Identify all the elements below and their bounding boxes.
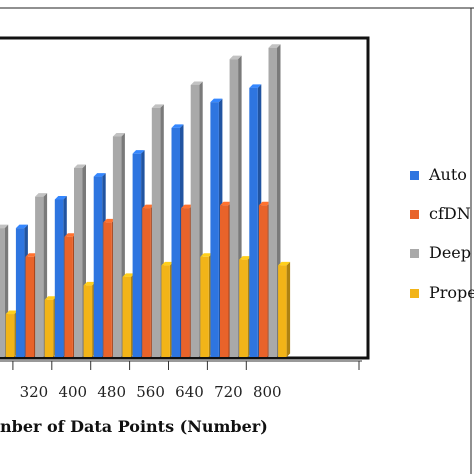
- bar-auto-top: [249, 84, 262, 88]
- bar-deep-top: [35, 193, 48, 197]
- bar-prope-top: [278, 261, 291, 266]
- x-tick-label: 480: [97, 383, 126, 401]
- legend-label-auto: Auto: [428, 165, 467, 184]
- bar-auto-560: [132, 153, 142, 357]
- bar-auto-720: [210, 102, 219, 358]
- bar-auto-640: [171, 127, 180, 357]
- bar-deep-320: [35, 196, 44, 357]
- bar-deep-top: [74, 164, 86, 168]
- bar-deep-640: [190, 84, 200, 358]
- bar-prope-800: [278, 265, 287, 357]
- bar-deep-top: [229, 55, 242, 60]
- bar-cfdn-top: [181, 204, 194, 209]
- legend-label-deep: Deep: [429, 243, 471, 262]
- x-axis-label: nber of Data Points (Number): [0, 417, 268, 436]
- bar-prope-top: [161, 261, 174, 266]
- bar-cfdn-800: [258, 205, 268, 357]
- bar-deep-0: [0, 228, 5, 357]
- bar-cfdn-top: [142, 204, 155, 209]
- x-ticks-group: 0320400480560640720800: [12, 361, 360, 401]
- bar-prope-side: [286, 261, 291, 357]
- bar-prope-top: [44, 296, 57, 300]
- bar-cfdn-400: [64, 236, 73, 357]
- bar-prope-720: [239, 259, 248, 357]
- bar-cfdn-560: [142, 208, 151, 357]
- bar-deep-top: [268, 44, 281, 48]
- bar-deep-400: [74, 168, 83, 357]
- bar-auto-400: [54, 199, 64, 357]
- bar-deep-top: [190, 81, 203, 85]
- bar-prope-640: [200, 256, 209, 357]
- bar-prope-top: [5, 310, 18, 315]
- bar-cfdn-640: [181, 208, 190, 357]
- bar-cfdn-720: [220, 205, 229, 357]
- legend-label-cfdn: cfDN: [429, 204, 471, 223]
- x-tick-label: 320: [20, 383, 49, 401]
- bar-auto-top: [132, 150, 145, 154]
- legend-swatch-deep: [410, 249, 419, 258]
- bar-cfdn-top: [103, 218, 116, 223]
- legend-swatch-cfdn: [410, 210, 419, 219]
- legend-label-prope: Prope: [429, 283, 474, 302]
- bar-prope-560: [161, 265, 170, 357]
- x-tick-label: 400: [58, 383, 87, 401]
- legend: Auto cfDN Deep Prope: [410, 165, 474, 302]
- bar-prope-top: [239, 256, 252, 260]
- bar-prope-0: [5, 314, 15, 357]
- bar-cfdn-top: [64, 233, 77, 237]
- x-tick-label: 560: [136, 383, 165, 401]
- bar-auto-800: [249, 87, 258, 358]
- x-tick-label: 720: [214, 383, 243, 401]
- legend-swatch-prope: [410, 289, 419, 298]
- bar-prope-400: [83, 285, 93, 357]
- bar-auto-320: [15, 228, 25, 357]
- bar-auto-480: [93, 176, 103, 357]
- bar-prope-top: [200, 253, 213, 257]
- bar-cfdn-480: [103, 222, 112, 357]
- bar-deep-top: [151, 104, 164, 108]
- bar-cfdn-top: [25, 253, 38, 257]
- bars-group: [0, 44, 291, 358]
- bar-auto-top: [93, 173, 106, 177]
- bar-auto-top: [171, 124, 184, 128]
- bar-cfdn-top: [258, 201, 271, 206]
- legend-swatch-auto: [410, 171, 419, 180]
- bar-prope-top: [83, 281, 96, 286]
- bar-auto-top: [15, 224, 28, 229]
- x-tick-label: 640: [175, 383, 204, 401]
- bar-deep-top: [0, 224, 9, 229]
- bar-prope-320: [44, 299, 54, 357]
- bar-deep-top: [112, 133, 125, 137]
- bar-cfdn-320: [25, 256, 34, 357]
- bar-deep-480: [112, 136, 122, 357]
- bar-cfdn-top: [220, 201, 232, 206]
- bar-auto-top: [54, 196, 67, 200]
- bar-auto-top: [210, 98, 223, 103]
- bar-prope-480: [122, 276, 131, 357]
- x-tick-label: 800: [253, 383, 282, 401]
- bar-prope-top: [122, 273, 135, 277]
- bar-deep-560: [151, 107, 161, 357]
- bar-deep-720: [229, 59, 239, 357]
- bar-deep-800: [268, 47, 277, 358]
